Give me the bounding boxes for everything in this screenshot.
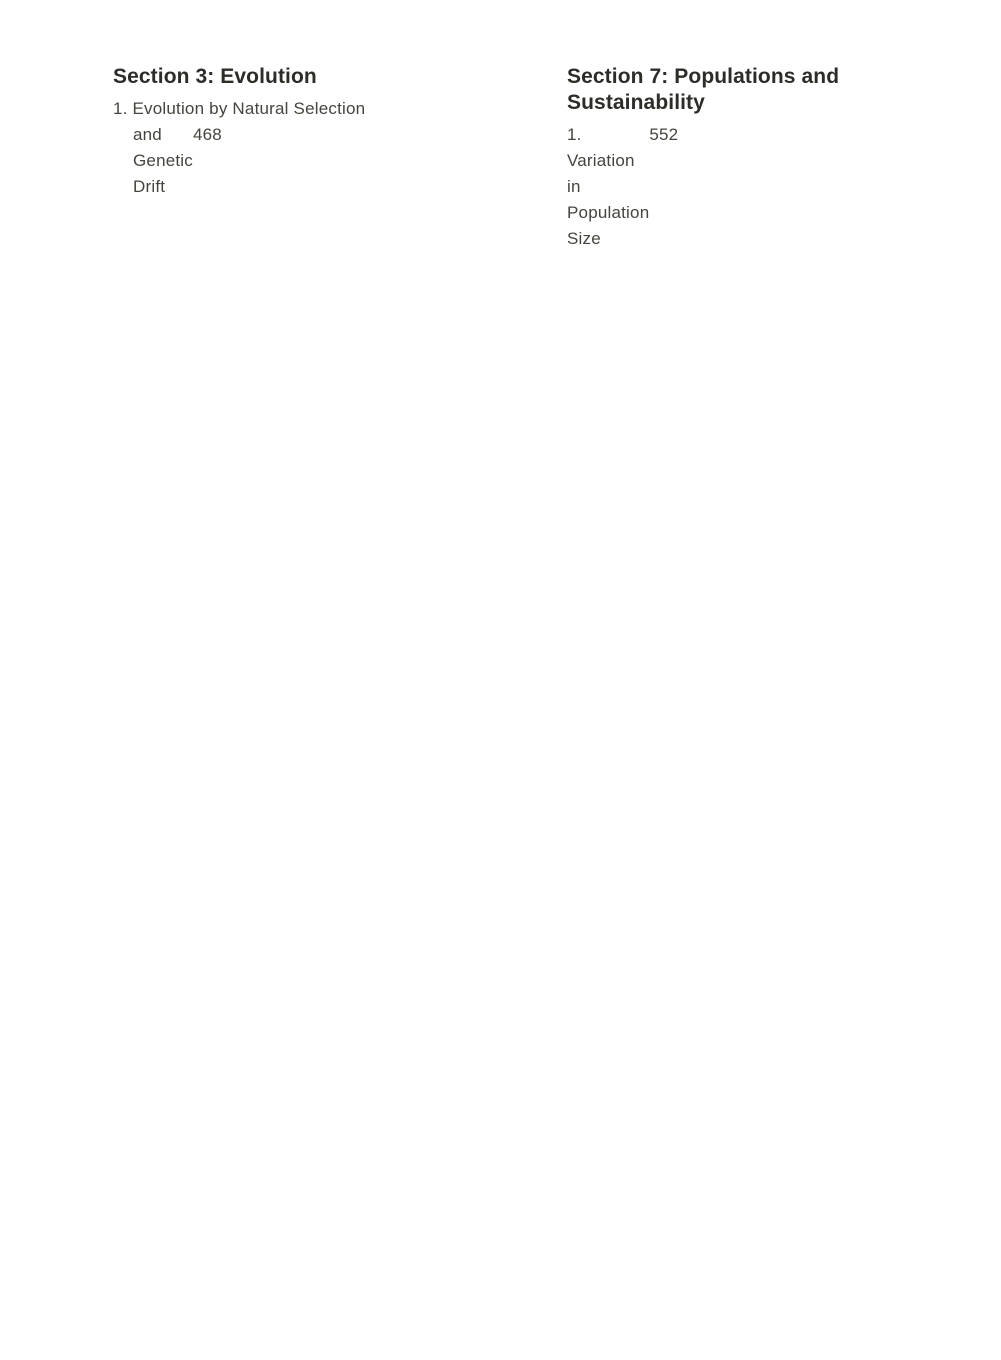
section: Section 3: Evolution 1. Evolution by Natu… [113,64,490,1360]
section: Section 7: Populations and Sustainability… [545,64,942,1360]
toc-entry-label: 1. Evolution by Natural Selection [113,99,366,118]
toc-entry-list: 1. Variation in Population Size5522. Con… [567,122,942,1360]
toc-entry-page: 468 [192,122,490,1360]
section-heading-line: Sustainability [567,91,705,114]
toc-entry-label: and Genetic Drift [133,125,193,196]
toc-entry-line: and Genetic Drift 468 [113,122,490,1360]
contents-column-right: Section 7: Populations and Sustainability… [545,64,942,1360]
toc-entry-label: 1. Variation in Population Size [567,125,650,248]
toc-entry-page: 552 [649,122,942,1360]
toc-entry-list: 1. Evolution by Natural Selection and Gen… [113,96,490,1360]
contents-column-left: Section 3: Evolution 1. Evolution by Natu… [113,64,490,1360]
section-heading-line: Section 3: Evolution [113,65,317,88]
section-heading: Section 3: Evolution [113,64,490,90]
toc-entry-line: 1. Evolution by Natural Selection [113,96,490,122]
section-heading: Section 7: Populations and Sustainability [567,64,942,116]
section-heading-line: Section 7: Populations and [567,65,840,88]
toc-entry: 1. Variation in Population Size 552 [567,122,942,1360]
toc-entry: 1. Evolution by Natural Selection and Gen… [113,96,490,1360]
toc-entry-line: 1. Variation in Population Size 552 [567,122,942,1360]
